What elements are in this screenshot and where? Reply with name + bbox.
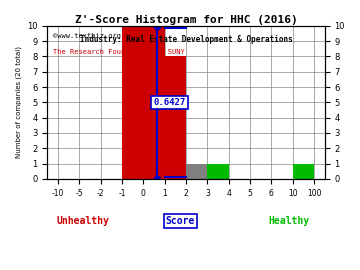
Text: 0.6427: 0.6427 [154, 98, 186, 107]
Text: Unhealthy: Unhealthy [57, 216, 110, 226]
Text: Healthy: Healthy [268, 216, 309, 226]
Text: Score: Score [166, 216, 195, 226]
Title: Z'-Score Histogram for HHC (2016): Z'-Score Histogram for HHC (2016) [75, 15, 297, 25]
Bar [207, 164, 229, 179]
Y-axis label: Number of companies (20 total): Number of companies (20 total) [15, 46, 22, 158]
Bar [293, 164, 314, 179]
Bar [122, 26, 165, 179]
Text: ©www.textbiz.org: ©www.textbiz.org [53, 33, 121, 39]
Text: The Research Foundation of SUNY: The Research Foundation of SUNY [53, 49, 185, 55]
Bar [165, 56, 186, 179]
Text: Industry: Real Estate Development & Operations: Industry: Real Estate Development & Oper… [80, 35, 292, 44]
Bar [186, 164, 207, 179]
